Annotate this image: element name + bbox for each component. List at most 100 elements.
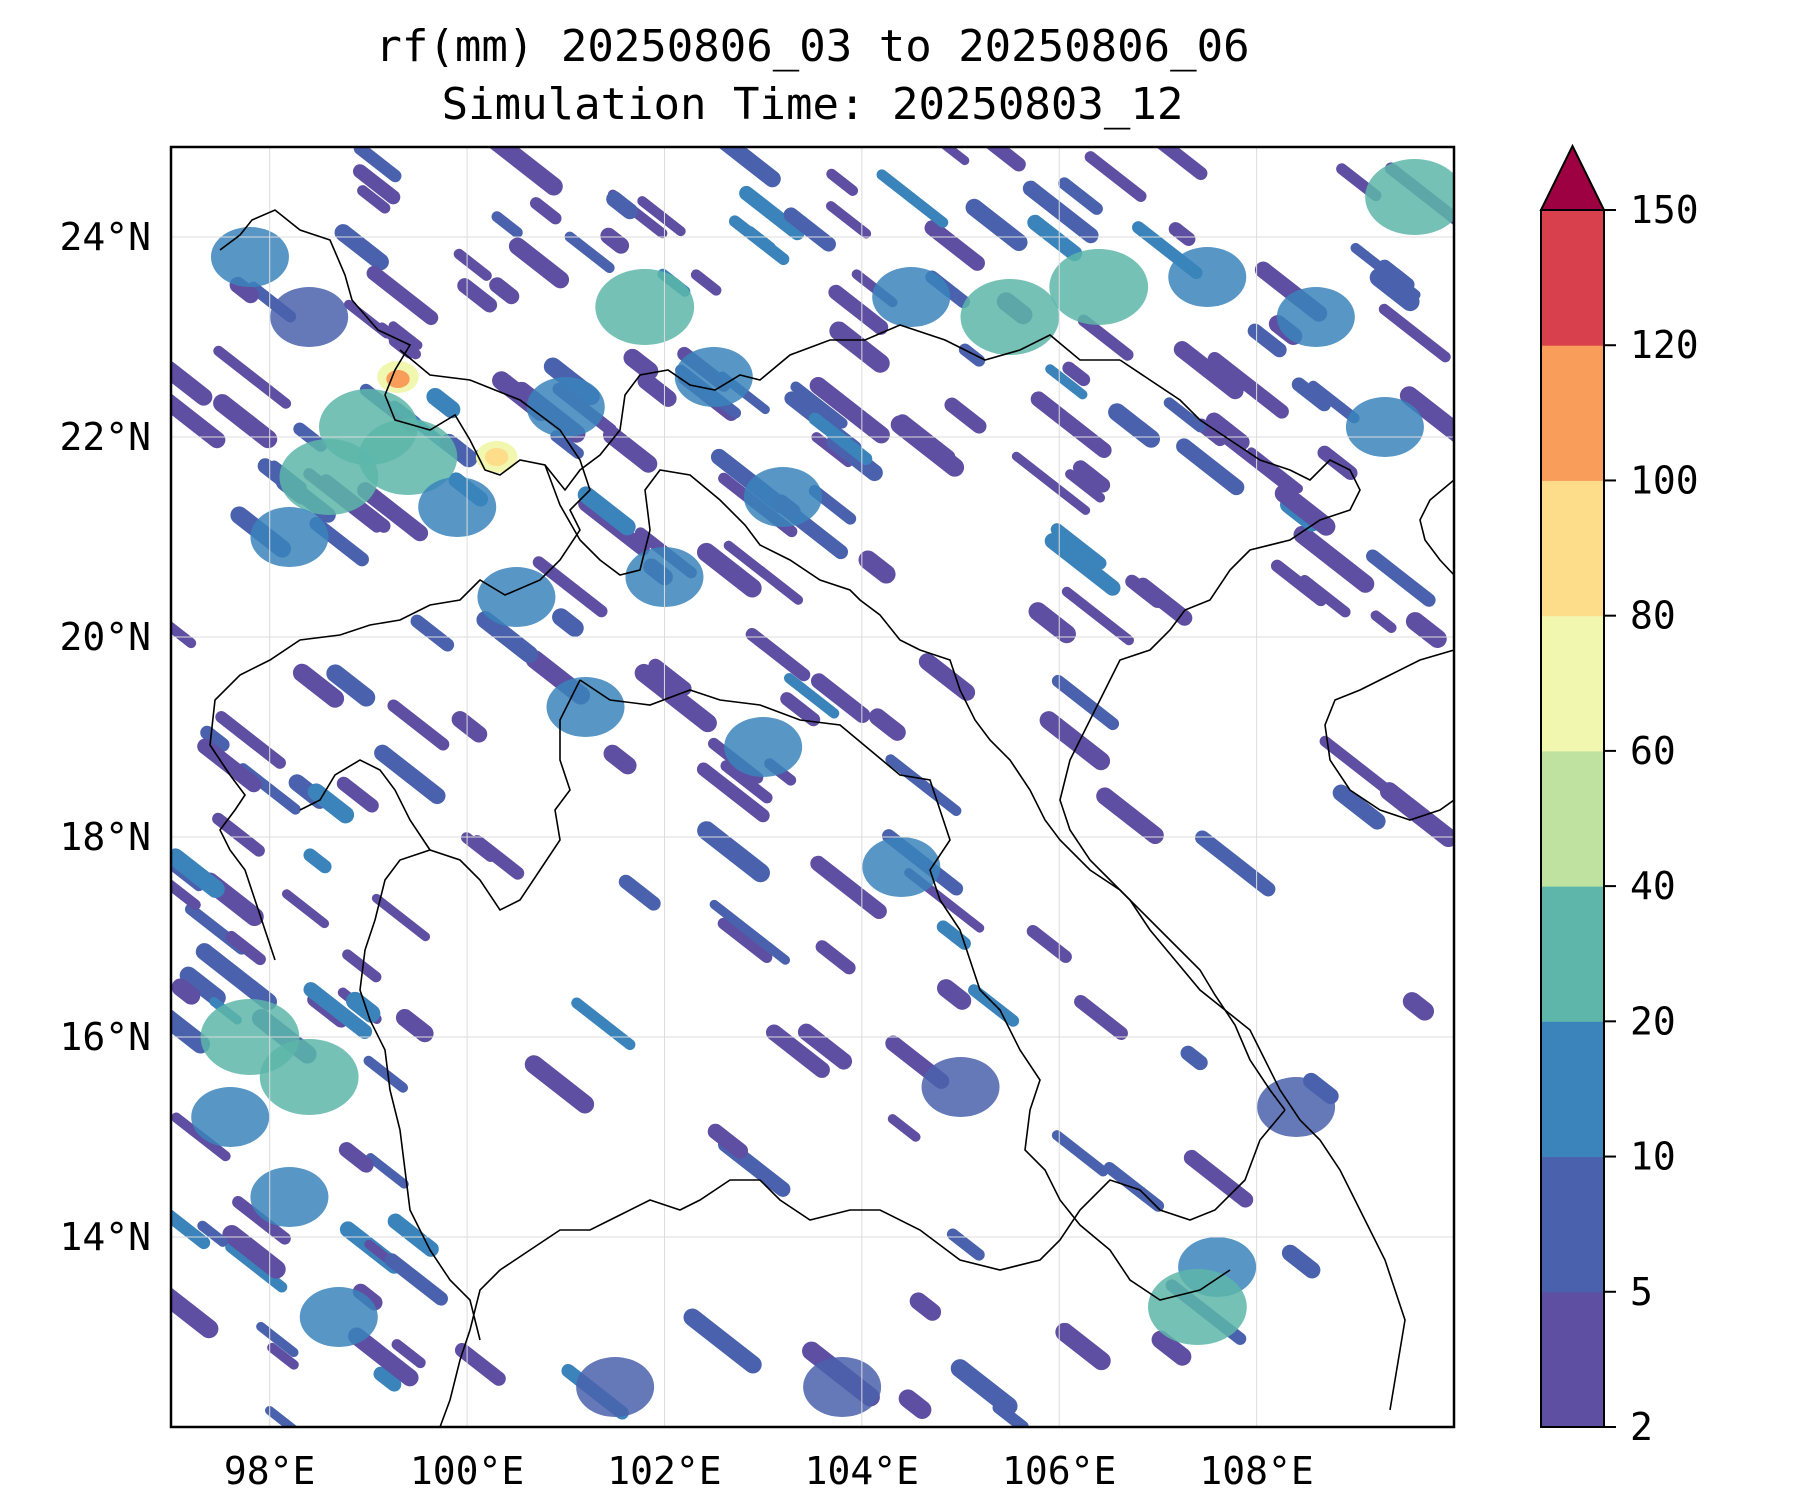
colorbar-segment <box>1541 886 1604 1022</box>
rain-streak <box>338 1142 374 1173</box>
rain-streak <box>384 1253 448 1306</box>
rain-streak <box>696 542 762 598</box>
lon-tick-label: 106°E <box>1002 1449 1116 1493</box>
colorbar-tick-label: 10 <box>1630 1135 1676 1179</box>
rain-streak <box>745 627 811 682</box>
rain-streak <box>171 360 213 406</box>
colorbar-extend-arrow <box>1539 143 1606 211</box>
rain-streak <box>965 198 1028 252</box>
rain-streak <box>1039 711 1111 771</box>
rain-core <box>546 677 625 737</box>
rain-streak <box>1369 268 1420 312</box>
lon-tick-label: 98°E <box>224 1449 316 1493</box>
rain-streak <box>810 855 887 920</box>
rain-streak <box>326 664 376 707</box>
rain-streak <box>623 348 659 380</box>
rain-streak <box>618 874 661 911</box>
rain-core <box>259 1039 359 1115</box>
lon-tick-label: 100°E <box>410 1449 524 1493</box>
lon-tick-label: 102°E <box>607 1449 721 1493</box>
rain-streak <box>1379 782 1454 848</box>
rain-streak <box>348 1327 419 1387</box>
rain-core <box>743 467 822 527</box>
rain-streak <box>1332 784 1386 830</box>
rain-streak <box>1270 559 1328 607</box>
rain-streak <box>958 343 986 367</box>
rain-streak <box>1065 469 1106 503</box>
rain-streak <box>720 760 773 804</box>
colorbar-segment <box>1541 345 1604 481</box>
rain-streak <box>179 966 226 1007</box>
rain-streak <box>810 673 871 724</box>
rain-streak <box>357 185 391 214</box>
rain-streak <box>1366 549 1436 607</box>
rain-streak <box>215 711 286 769</box>
rain-streak <box>895 414 956 464</box>
colorbar-tick-label: 120 <box>1630 323 1699 367</box>
rain-streak <box>809 376 890 444</box>
rain-streak <box>353 147 402 183</box>
rain-streak <box>1044 533 1121 596</box>
map-title-line-2: Simulation Time: 20250803_12 <box>441 79 1184 130</box>
rain-streak <box>1027 214 1083 262</box>
map-plot-area <box>169 145 1456 1429</box>
rain-streak <box>1207 352 1289 419</box>
rain-core <box>1049 249 1149 325</box>
rain-streak <box>885 754 962 817</box>
rain-streak <box>334 224 389 271</box>
rain-streak <box>1308 380 1360 424</box>
rain-streak <box>395 1008 434 1043</box>
rain-streak <box>373 1366 402 1392</box>
longitude-axis: 98°E 100°E 102°E 104°E 106°E 108°E <box>224 1449 1314 1493</box>
rain-streak <box>968 984 1020 1027</box>
rain-core <box>576 1357 655 1417</box>
rain-streak <box>1378 303 1451 363</box>
rain-streak <box>564 231 615 273</box>
rain-streak <box>1180 1045 1208 1071</box>
colorbar-tick-label: 60 <box>1630 729 1676 773</box>
rain-streak <box>868 708 906 741</box>
rain-streak <box>426 387 461 419</box>
rain-core <box>210 227 289 287</box>
rain-streak <box>451 711 488 743</box>
rain-core <box>862 837 941 897</box>
rain-streak <box>365 1153 409 1189</box>
rain-streak <box>267 1342 299 1370</box>
rain-streak <box>1317 445 1358 481</box>
rain-streak <box>1168 222 1196 247</box>
rain-core <box>1276 287 1355 347</box>
rain-streak <box>1058 177 1103 215</box>
rain-streak <box>552 608 584 637</box>
rain-streak <box>171 992 211 1054</box>
rain-streak <box>508 237 570 289</box>
rain-core <box>872 267 951 327</box>
colorbar-segment <box>1541 1021 1604 1158</box>
rain-streak <box>1399 386 1454 453</box>
rain-core <box>595 269 695 345</box>
rain-streak <box>524 1055 595 1114</box>
rain-streak <box>1030 391 1112 459</box>
rain-streak <box>739 185 805 241</box>
lat-tick-label: 24°N <box>59 215 151 259</box>
rain-core <box>1168 247 1247 307</box>
rain-streak <box>783 207 836 252</box>
colorbar: 2 5 10 20 40 60 80 100 120 150 <box>1539 143 1699 1449</box>
rain-core <box>803 1357 882 1417</box>
rain-streak <box>1051 674 1120 731</box>
rain-streak <box>918 653 976 701</box>
colorbar-tick-label: 40 <box>1630 864 1676 908</box>
rain-streak <box>876 169 949 228</box>
rain-streak <box>683 1308 762 1374</box>
rain-streak <box>197 1220 228 1247</box>
rain-streak <box>410 614 455 652</box>
rain-streak <box>1370 610 1397 633</box>
lat-tick-label: 16°N <box>59 1015 151 1059</box>
rain-streak <box>1274 484 1336 536</box>
rain-streak <box>387 699 450 751</box>
rain-core <box>299 1287 378 1347</box>
latitude-axis: 24°N 22°N 20°N 18°N 16°N 14°N <box>59 215 151 1259</box>
rain-streak <box>707 1123 749 1159</box>
rain-streak <box>697 821 770 883</box>
rain-streak <box>256 1321 299 1358</box>
lon-tick-label: 104°E <box>805 1449 919 1493</box>
